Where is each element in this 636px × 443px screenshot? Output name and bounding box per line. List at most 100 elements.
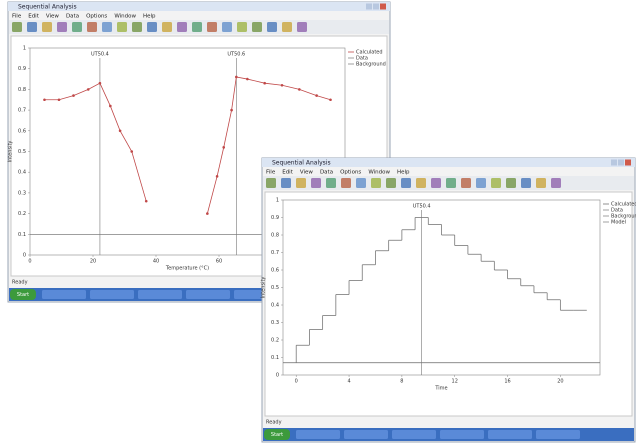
menu-item[interactable]: Window [114, 14, 136, 20]
data-point [43, 98, 46, 102]
data-point [57, 98, 61, 102]
menu-item[interactable]: File [266, 170, 276, 176]
task-button[interactable] [536, 430, 580, 439]
toolbar-button[interactable] [536, 178, 546, 188]
window-button[interactable] [611, 159, 617, 166]
menu-item[interactable]: Data [320, 170, 333, 176]
toolbar-button[interactable] [192, 22, 202, 32]
menu-item[interactable]: View [46, 14, 60, 20]
task-button[interactable] [392, 430, 436, 439]
toolbar-button[interactable] [296, 178, 306, 188]
toolbar-button[interactable] [252, 22, 262, 32]
toolbar-button[interactable] [506, 178, 516, 188]
task-button[interactable] [90, 290, 134, 299]
toolbar-button[interactable] [551, 178, 561, 188]
window-button[interactable] [380, 3, 386, 10]
toolbar-button[interactable] [266, 178, 276, 188]
toolbar-button[interactable] [521, 178, 531, 188]
toolbar-button[interactable] [57, 22, 67, 32]
toolbar-button[interactable] [42, 22, 52, 32]
x-tick-label: 8 [400, 379, 403, 385]
menu-item[interactable]: File [12, 14, 22, 20]
phase-label: UT50.4 [413, 204, 431, 210]
y-tick-label: 0.7 [271, 250, 279, 256]
toolbar-button[interactable] [341, 178, 351, 188]
y-tick-label: 0.4 [271, 303, 279, 309]
menu-item[interactable]: View [300, 170, 314, 176]
y-tick-label: 0.9 [271, 215, 279, 221]
start-label[interactable]: Start [17, 292, 29, 298]
y-tick-label: 0.1 [271, 355, 279, 361]
data-point [315, 94, 318, 97]
task-button[interactable] [488, 430, 532, 439]
toolbar-button[interactable] [326, 178, 336, 188]
toolbar-button[interactable] [72, 22, 82, 32]
toolbar-button[interactable] [297, 22, 307, 32]
window-button[interactable] [373, 3, 379, 10]
data-point [235, 75, 238, 79]
toolbar-button[interactable] [401, 178, 411, 188]
task-button[interactable] [344, 430, 388, 439]
y-tick-label: 0.5 [271, 285, 279, 291]
toolbar-button[interactable] [132, 22, 142, 32]
task-button[interactable] [186, 290, 230, 299]
menu-item[interactable]: Help [397, 170, 410, 176]
window-button[interactable] [366, 3, 372, 10]
toolbar-button[interactable] [102, 22, 112, 32]
toolbar-button[interactable] [431, 178, 441, 188]
toolbar-button[interactable] [27, 22, 37, 32]
menu-item[interactable]: Options [340, 170, 361, 176]
task-button[interactable] [138, 290, 182, 299]
toolbar-button[interactable] [371, 178, 381, 188]
menu-item[interactable]: Edit [28, 14, 39, 20]
toolbar-button[interactable] [12, 22, 22, 32]
toolbar-button[interactable] [356, 178, 366, 188]
toolbar-button[interactable] [207, 22, 217, 32]
data-point [280, 83, 284, 87]
y-tick-label: 0.2 [271, 338, 279, 344]
toolbar-button[interactable] [446, 178, 456, 188]
task-button[interactable] [296, 430, 340, 439]
toolbar-button[interactable] [117, 22, 127, 32]
window-button[interactable] [618, 159, 624, 166]
toolbar-button[interactable] [162, 22, 172, 32]
menu-item[interactable]: Options [86, 14, 107, 20]
toolbar-button[interactable] [237, 22, 247, 32]
x-tick-label: 40 [153, 259, 159, 265]
toolbar-button[interactable] [222, 22, 232, 32]
window-title: Sequential Analysis [18, 4, 77, 11]
menu-item[interactable]: Data [66, 14, 79, 20]
toolbar-button[interactable] [147, 22, 157, 32]
toolbar-button[interactable] [282, 22, 292, 32]
toolbar-button[interactable] [461, 178, 471, 188]
x-tick-label: 16 [504, 379, 510, 385]
task-button[interactable] [42, 290, 86, 299]
menu-item[interactable]: Edit [282, 170, 293, 176]
menu-item[interactable]: Help [143, 14, 156, 20]
toolbar-button[interactable] [267, 22, 277, 32]
data-point [118, 129, 122, 133]
y-tick-label: 0.8 [18, 87, 26, 93]
data-point [298, 88, 301, 91]
status-text: Ready [12, 280, 28, 286]
toolbar-button[interactable] [311, 178, 321, 188]
toolbar-button[interactable] [281, 178, 291, 188]
task-button[interactable] [440, 430, 484, 439]
window-title: Sequential Analysis [272, 160, 331, 167]
toolbar-button[interactable] [386, 178, 396, 188]
toolbar-button[interactable] [416, 178, 426, 188]
toolbar-button[interactable] [87, 22, 97, 32]
menu-item[interactable]: Window [368, 170, 390, 176]
start-label[interactable]: Start [271, 432, 283, 438]
start-button[interactable] [10, 289, 36, 300]
window-button[interactable] [625, 159, 631, 166]
toolbar-button[interactable] [177, 22, 187, 32]
phase-label: UT50.4 [91, 52, 109, 58]
toolbar-button[interactable] [476, 178, 486, 188]
status-text: Ready [266, 420, 282, 426]
start-button[interactable] [264, 429, 290, 440]
x-tick-label: 20 [90, 259, 96, 265]
x-tick-label: 12 [452, 379, 458, 385]
toolbar-button[interactable] [491, 178, 501, 188]
